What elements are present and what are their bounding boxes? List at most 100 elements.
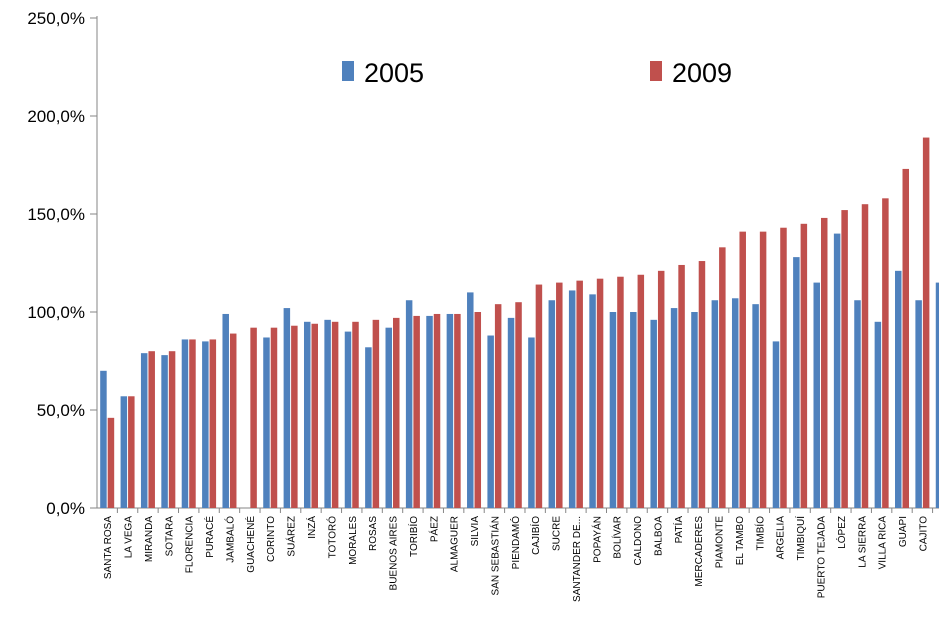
bar-2009 bbox=[657, 270, 665, 508]
x-tick-label: SUÁREZ bbox=[285, 516, 298, 557]
bar-2009 bbox=[556, 282, 563, 508]
bar-2009 bbox=[719, 247, 726, 508]
x-tick-label: SANTANDER DE... bbox=[572, 516, 583, 602]
bar-2005 bbox=[752, 304, 759, 508]
x-tick-label: BUENOS AIRES bbox=[389, 516, 400, 591]
bar-2009 bbox=[454, 313, 461, 508]
x-tick-label: LÓPEZ bbox=[835, 516, 848, 549]
bar-2009 bbox=[861, 204, 869, 508]
bar-2009 bbox=[780, 227, 787, 508]
y-tick-label: 150,0% bbox=[27, 205, 85, 224]
bar-2005 bbox=[161, 355, 168, 508]
axes: 0,0% 50,0% 100,0% 150,0% 200,0% 250,0% bbox=[27, 9, 939, 518]
x-tick-label: TIMBIQUÍ bbox=[794, 516, 807, 561]
bar-2009 bbox=[393, 317, 400, 508]
bar-2005 bbox=[263, 337, 270, 508]
x-tick-label: GUAPI bbox=[898, 516, 909, 547]
bar-2009 bbox=[128, 396, 135, 508]
bar-2005 bbox=[568, 290, 576, 508]
bar-2005 bbox=[670, 308, 678, 508]
bar-2009 bbox=[107, 417, 115, 508]
bar-2009 bbox=[474, 312, 482, 508]
y-tick-label: 250,0% bbox=[27, 9, 85, 28]
x-tick-label: CALDONO bbox=[633, 516, 644, 566]
bar-2009 bbox=[882, 198, 889, 508]
bar-2005 bbox=[283, 308, 291, 508]
bar-2009 bbox=[678, 264, 685, 508]
bar-2009 bbox=[352, 321, 359, 508]
bar-2009 bbox=[739, 231, 746, 508]
bar-2009 bbox=[291, 325, 298, 508]
bar-2009 bbox=[922, 137, 930, 508]
bar-2005 bbox=[365, 347, 372, 508]
bar-2009 bbox=[148, 351, 155, 508]
bar-2005 bbox=[609, 312, 617, 508]
x-tick-label: FLORENCIA bbox=[185, 516, 196, 574]
bar-2005 bbox=[935, 282, 939, 508]
x-tick-label: PURACÉ bbox=[203, 516, 216, 558]
bar-2009 bbox=[209, 339, 217, 508]
x-axis-labels: SANTA ROSA LA VEGA MIRANDA SOTARA FLORENCIA P… bbox=[103, 516, 939, 602]
x-tick-label: TIMBÍO bbox=[753, 516, 766, 551]
bar-2009 bbox=[759, 231, 767, 508]
bar-2005 bbox=[874, 321, 882, 508]
bar-2009 bbox=[189, 339, 196, 508]
x-tick-label: ARGELIA bbox=[776, 516, 787, 560]
x-tick-label: INZÁ bbox=[305, 516, 318, 539]
x-tick-label: PIENDAMÓ bbox=[509, 516, 522, 570]
legend: 2005 2009 bbox=[342, 58, 732, 88]
bar-2005 bbox=[487, 335, 494, 508]
bar-2005 bbox=[813, 282, 820, 508]
bar-2005 bbox=[100, 370, 107, 508]
bar-2005 bbox=[140, 353, 148, 508]
bar-2005 bbox=[344, 331, 352, 508]
bar-2005 bbox=[833, 233, 841, 508]
bar-2009 bbox=[433, 313, 441, 508]
bar-2009 bbox=[413, 315, 420, 508]
bar-2005 bbox=[895, 270, 902, 508]
bar-2009 bbox=[698, 261, 706, 508]
x-tick-label: PUERTO TEJADA bbox=[816, 516, 827, 599]
bar-2005 bbox=[446, 313, 454, 508]
bar-2009 bbox=[168, 351, 176, 508]
x-tick-label: ROSAS bbox=[368, 516, 379, 551]
bar-2009 bbox=[331, 321, 339, 508]
bar-2005 bbox=[915, 300, 922, 508]
x-tick-label: MIRANDA bbox=[144, 516, 155, 562]
bar-2005 bbox=[589, 294, 596, 508]
x-tick-label: LA SIERRA bbox=[857, 516, 868, 568]
x-tick-label: ALMAGUER bbox=[450, 516, 461, 572]
x-tick-label: MORALES bbox=[348, 516, 359, 565]
x-tick-label: LA VEGA bbox=[124, 516, 135, 559]
bar-2005 bbox=[630, 312, 637, 508]
y-tick-label: 50,0% bbox=[37, 401, 85, 420]
bar-2009 bbox=[902, 168, 910, 509]
bar-2005 bbox=[793, 257, 800, 508]
x-tick-label: SAN SEBASTIÁN bbox=[488, 516, 501, 595]
y-tick-label: 100,0% bbox=[27, 303, 85, 322]
x-tick-label: GUACHENÉ bbox=[244, 516, 257, 573]
x-tick-label: TOTORÓ bbox=[325, 516, 338, 559]
bar-2005 bbox=[222, 313, 229, 508]
x-tick-label: SILVIA bbox=[470, 516, 481, 547]
bar-2005 bbox=[854, 300, 861, 508]
x-tick-label: PATÍA bbox=[672, 516, 685, 544]
x-tick-label: MERCADERES bbox=[694, 516, 705, 587]
x-tick-label: CAJITO bbox=[918, 516, 929, 552]
legend-swatch-2009 bbox=[650, 61, 662, 81]
bar-2005 bbox=[772, 341, 780, 508]
x-tick-label: BALBOA bbox=[653, 516, 664, 556]
bar-2005 bbox=[650, 319, 657, 508]
x-tick-label: SOTARA bbox=[164, 516, 175, 557]
x-tick-label: SANTA ROSA bbox=[103, 516, 114, 579]
bar-2005 bbox=[731, 298, 739, 508]
bar-2009 bbox=[535, 284, 543, 508]
x-tick-label: TORIBÍO bbox=[407, 516, 420, 557]
x-tick-label: POPAYÁN bbox=[590, 516, 603, 563]
bar-2005 bbox=[405, 300, 413, 508]
bar-2009 bbox=[229, 333, 237, 508]
bar-2005 bbox=[507, 317, 515, 508]
bar-2005 bbox=[691, 312, 698, 508]
bars bbox=[100, 137, 939, 513]
